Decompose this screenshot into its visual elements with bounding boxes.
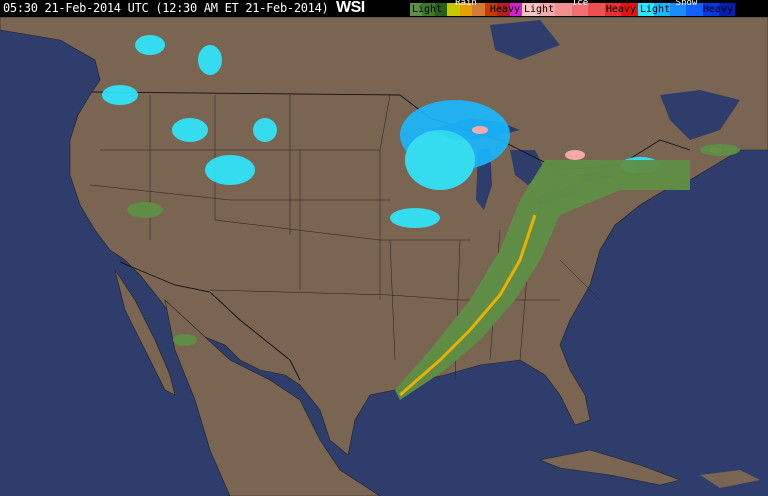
gulf-st-lawrence <box>660 90 740 140</box>
legend-swatch <box>522 3 539 16</box>
snow-echoes <box>102 35 660 228</box>
legend-ice: Ice Light Heavy <box>522 0 638 17</box>
rain-echoes <box>127 144 740 400</box>
legend-swatch <box>555 3 572 16</box>
legend-rain: Rain Light Heavy <box>410 0 522 17</box>
precip-legend: Rain Light Heavy Ice Light Heavy Snow Light Heav… <box>410 0 735 17</box>
legend-swatch <box>422 3 435 16</box>
legend-title-label: Snow <box>675 0 698 8</box>
legend-swatch <box>509 3 522 16</box>
legend-swatch <box>434 3 448 16</box>
legend-swatch <box>538 3 556 16</box>
us-mexico-border <box>119 261 301 381</box>
legend-snow: Snow Light Heavy <box>638 0 735 17</box>
us-canada-border <box>91 91 691 171</box>
legend-swatch <box>571 3 589 16</box>
legend-swatch <box>718 3 735 16</box>
heavy-rain-band <box>399 214 537 397</box>
legend-heavy-label: Heavy <box>489 4 520 15</box>
legend-light-label: Light <box>640 4 671 15</box>
wsi-logo: WSI <box>336 0 365 16</box>
legend-title-label: Rain <box>455 0 477 8</box>
legend-light-label: Light <box>412 4 443 15</box>
legend-swatch <box>459 3 473 16</box>
hudson-bay-area <box>490 20 560 60</box>
legend-swatch <box>447 3 460 16</box>
header-bar: 05:30 21-Feb-2014 UTC (12:30 AM ET 21-Fe… <box>0 0 768 17</box>
legend-light-label: Light <box>524 4 555 15</box>
land-north-america <box>0 16 768 456</box>
legend-swatch <box>588 3 605 16</box>
land-baja <box>114 269 176 396</box>
legend-swatch <box>670 3 687 16</box>
legend-swatch <box>472 3 485 16</box>
legend-swatch <box>497 3 510 16</box>
land-mexico <box>164 299 381 496</box>
legend-swatch <box>702 3 719 16</box>
land-hispaniola <box>700 470 760 488</box>
legend-swatch <box>654 3 671 16</box>
legend-swatch <box>410 3 423 16</box>
legend-heavy-label: Heavy <box>702 4 733 15</box>
legend-swatch <box>484 3 498 16</box>
legend-title-label: Ice <box>571 0 589 8</box>
legend-swatch <box>604 3 622 16</box>
legend-heavy-label: Heavy <box>605 4 636 15</box>
legend-swatch <box>638 3 655 16</box>
legend-swatch <box>686 3 703 16</box>
legend-swatch <box>621 3 638 16</box>
land-cuba <box>538 449 682 486</box>
timestamp: 05:30 21-Feb-2014 UTC (12:30 AM ET 21-Fe… <box>3 1 329 15</box>
